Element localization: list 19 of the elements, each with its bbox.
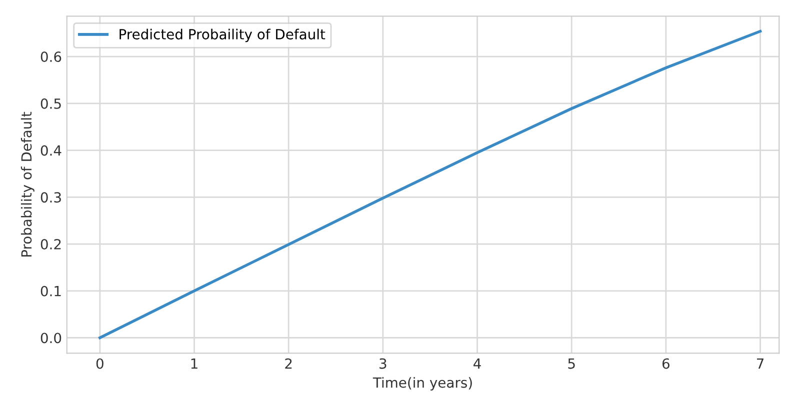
x-tick-label: 6 — [662, 358, 670, 369]
y-tick-label: 0.5 — [40, 98, 61, 109]
y-tick-label: 0.4 — [40, 145, 62, 156]
x-tick-label: 4 — [474, 358, 481, 369]
y-axis-title: Probability of Default — [20, 112, 34, 257]
legend-label: Predicted Probaility of Default — [120, 28, 326, 42]
y-tick-label: 0.3 — [40, 192, 61, 203]
line-series — [98, 30, 762, 340]
x-axis-title: Time(in years) — [372, 377, 472, 391]
y-tick-label: 0.1 — [40, 286, 61, 296]
x-tick-label: 7 — [756, 358, 764, 369]
x-tick-label: 0 — [96, 358, 104, 369]
x-tick-label: 5 — [568, 358, 575, 369]
x-tick-label: 2 — [285, 358, 292, 369]
y-tick-label: 0.2 — [40, 238, 61, 250]
y-tick-label: 0.0 — [40, 332, 62, 344]
y-tick-label: 0.6 — [40, 52, 62, 62]
x-tick-label: 3 — [380, 358, 386, 369]
x-tick-label: 1 — [191, 358, 198, 369]
